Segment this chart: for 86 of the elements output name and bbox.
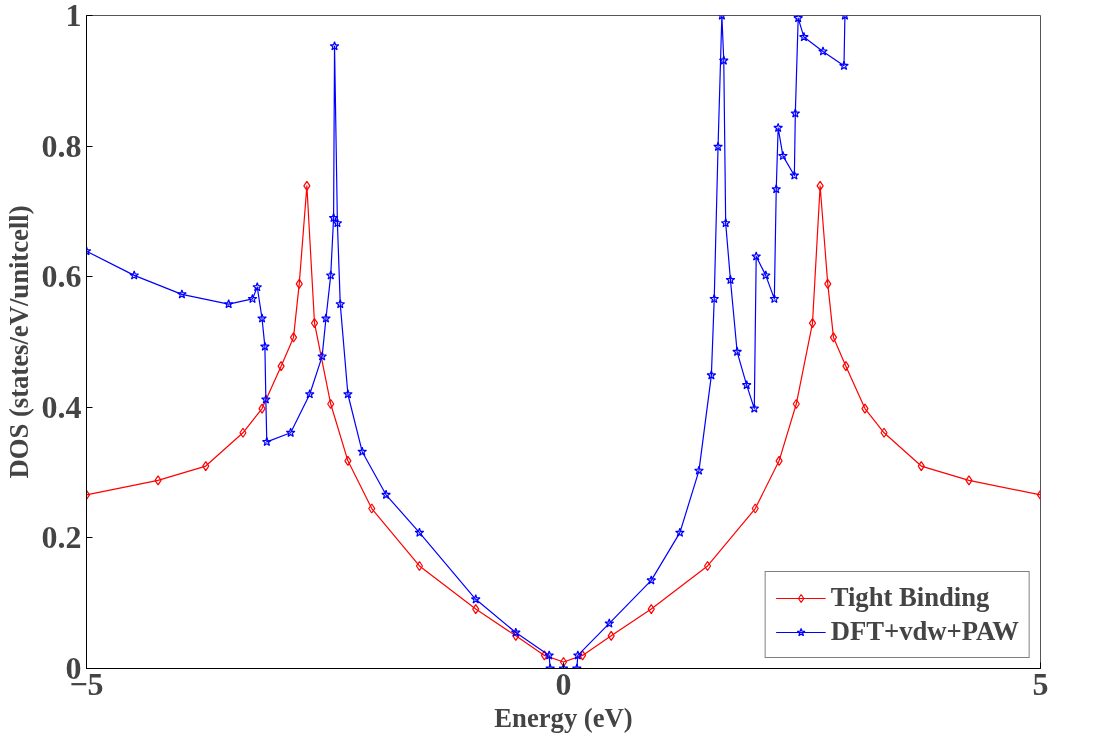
legend-label: Tight Binding	[830, 582, 990, 613]
point	[775, 455, 783, 466]
point	[415, 560, 424, 572]
point	[368, 503, 376, 514]
point	[344, 455, 352, 466]
point	[177, 289, 187, 299]
point	[718, 55, 729, 65]
point	[295, 278, 303, 289]
point	[818, 46, 828, 56]
point	[285, 427, 296, 438]
point	[260, 394, 271, 404]
point	[357, 446, 368, 456]
point	[751, 503, 759, 514]
y-tick-label: 0.6	[41, 258, 82, 295]
point	[252, 282, 263, 292]
point	[720, 218, 731, 228]
point	[808, 317, 817, 329]
point	[510, 627, 521, 637]
point	[771, 184, 782, 194]
point	[604, 618, 615, 628]
point	[578, 650, 587, 661]
point	[317, 351, 328, 361]
point	[332, 218, 343, 228]
point	[260, 341, 270, 351]
point	[328, 212, 339, 223]
point	[321, 313, 331, 323]
point	[646, 575, 657, 585]
point	[343, 389, 353, 399]
point	[760, 270, 771, 280]
point	[706, 370, 717, 380]
point	[258, 403, 266, 414]
y-tick-label: 1	[65, 0, 82, 33]
point	[261, 436, 272, 447]
point	[310, 317, 319, 329]
point	[751, 251, 762, 261]
x-tick-label: 0	[555, 665, 572, 702]
point	[861, 403, 869, 414]
point	[769, 293, 780, 304]
point	[790, 108, 801, 118]
point	[709, 293, 720, 304]
point	[277, 361, 285, 372]
point	[842, 361, 850, 372]
point	[544, 650, 555, 660]
point	[335, 299, 346, 309]
point	[304, 389, 315, 399]
point	[789, 170, 800, 180]
point	[470, 594, 481, 604]
point	[778, 150, 788, 161]
point	[703, 560, 712, 572]
point	[741, 380, 752, 390]
point	[325, 270, 336, 280]
point	[713, 141, 723, 151]
point	[247, 293, 258, 304]
point	[572, 650, 583, 660]
point	[329, 41, 340, 51]
point	[732, 346, 743, 357]
point	[824, 278, 832, 289]
x-axis-title: Energy (eV)	[494, 702, 633, 733]
point	[773, 122, 784, 133]
point	[749, 403, 760, 413]
point	[257, 313, 267, 323]
point	[799, 31, 809, 42]
x-tick-label: 5	[1032, 665, 1049, 702]
point	[965, 475, 973, 486]
point	[381, 489, 391, 500]
point	[694, 465, 704, 475]
point	[414, 527, 425, 537]
point	[289, 332, 298, 343]
y-axis-title: DOS (states/eV/unitcell)	[3, 205, 34, 479]
point	[725, 274, 736, 285]
point	[239, 427, 247, 438]
point	[129, 270, 140, 280]
point	[540, 650, 549, 661]
point	[512, 630, 520, 641]
point	[675, 527, 685, 537]
y-tick-label: 0.2	[41, 519, 82, 556]
point	[793, 15, 804, 23]
point	[223, 299, 234, 309]
point	[607, 630, 615, 641]
point	[829, 332, 838, 343]
y-tick-label: 0.8	[41, 127, 82, 164]
point	[880, 427, 888, 438]
y-tick-label: 0.4	[41, 388, 82, 425]
legend-label: DFT+vdw+PAW	[830, 616, 1019, 647]
point	[154, 475, 162, 486]
point	[839, 60, 849, 71]
